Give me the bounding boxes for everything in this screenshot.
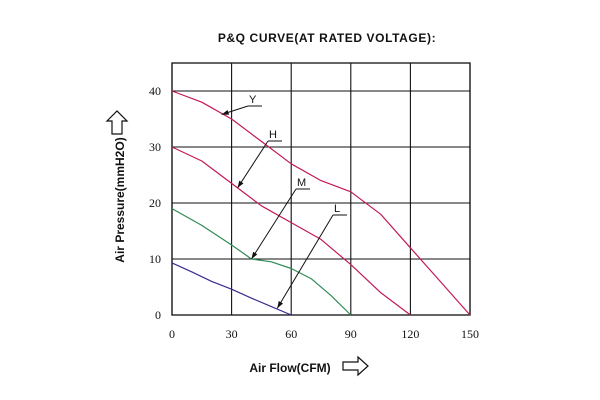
x-axis-label: Air Flow(CFM) xyxy=(249,361,330,375)
series-line-l xyxy=(171,262,292,316)
series-label-y: Y xyxy=(249,94,257,106)
leader-arrowhead-h xyxy=(237,180,244,188)
leader-arrowhead-l xyxy=(277,300,284,309)
plot-frame xyxy=(171,62,471,316)
leader-line-h xyxy=(237,140,269,189)
y-axis-label: Air Pressure(mmH2O) xyxy=(113,137,127,262)
right-arrow-icon xyxy=(342,355,369,377)
series-leader-lines xyxy=(221,105,347,309)
series-group xyxy=(171,90,471,316)
y-tick-label: 0 xyxy=(155,308,161,322)
x-tick-label: 60 xyxy=(285,327,297,341)
x-tick-label: 30 xyxy=(226,327,238,341)
y-tick-label: 10 xyxy=(149,252,161,266)
leader-arrowhead-y xyxy=(221,109,230,115)
y-tick-label: 30 xyxy=(149,140,161,154)
tick-labels: 0 30 60 90 120 150 0 10 20 30 40 xyxy=(149,84,479,341)
y-tick-label: 20 xyxy=(149,196,161,210)
leader-line-m xyxy=(251,188,297,260)
x-tick-label: 0 xyxy=(169,327,175,341)
leader-arrowhead-m xyxy=(251,251,258,259)
x-tick-label: 150 xyxy=(461,327,479,341)
x-tick-label: 90 xyxy=(345,327,357,341)
up-arrow-icon xyxy=(105,110,129,135)
chart-title: P&Q CURVE(AT RATED VOLTAGE): xyxy=(218,31,436,45)
x-tick-label: 120 xyxy=(401,327,419,341)
grid xyxy=(171,62,471,316)
series-line-h xyxy=(171,146,411,316)
series-line-y xyxy=(171,90,471,316)
series-label-h: H xyxy=(269,129,277,141)
series-line-m xyxy=(171,208,352,316)
series-label-l: L xyxy=(334,203,340,215)
leader-line-l xyxy=(276,214,334,309)
y-tick-label: 40 xyxy=(149,84,161,98)
series-label-m: M xyxy=(297,177,306,189)
